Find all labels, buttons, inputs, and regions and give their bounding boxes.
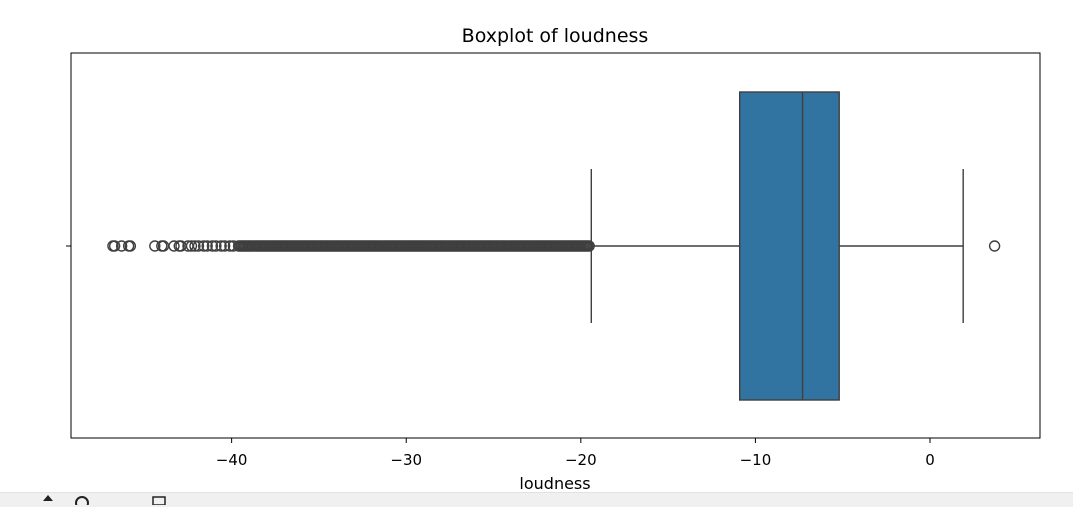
outlier-point (108, 240, 121, 252)
x-tick-label: −40 (216, 451, 248, 469)
outlier-point (115, 240, 128, 252)
x-axis: −40 −30 −20 −10 0 (216, 438, 935, 469)
outlier-point (185, 240, 198, 252)
outlier-point (192, 240, 205, 252)
x-tick-label: −20 (565, 451, 597, 469)
zoom-icon[interactable] (74, 495, 90, 505)
x-tick-label: −30 (390, 451, 422, 469)
outlier-point (149, 240, 161, 252)
outlier-point (583, 240, 595, 252)
outlier-point (201, 240, 213, 252)
outlier-point (189, 240, 201, 252)
pan-icon[interactable] (42, 495, 54, 505)
configure-icon[interactable] (152, 495, 166, 505)
plot-area (66, 52, 1041, 439)
outlier-point (206, 240, 219, 252)
outlier-point (168, 240, 180, 252)
outlier-point (197, 240, 210, 252)
x-tick-label: 0 (925, 451, 935, 469)
x-tick-label: −10 (740, 451, 772, 469)
figure-toolbar (0, 492, 1073, 507)
outlier-point (218, 240, 231, 252)
outlier-point (215, 240, 227, 252)
outlier-point (210, 240, 222, 252)
outlier-point (124, 240, 137, 252)
x-axis-label: loudness (519, 474, 590, 493)
iqr-box (738, 91, 840, 401)
chart-title: Boxplot of loudness (462, 25, 649, 47)
outlier-point (988, 240, 1001, 252)
